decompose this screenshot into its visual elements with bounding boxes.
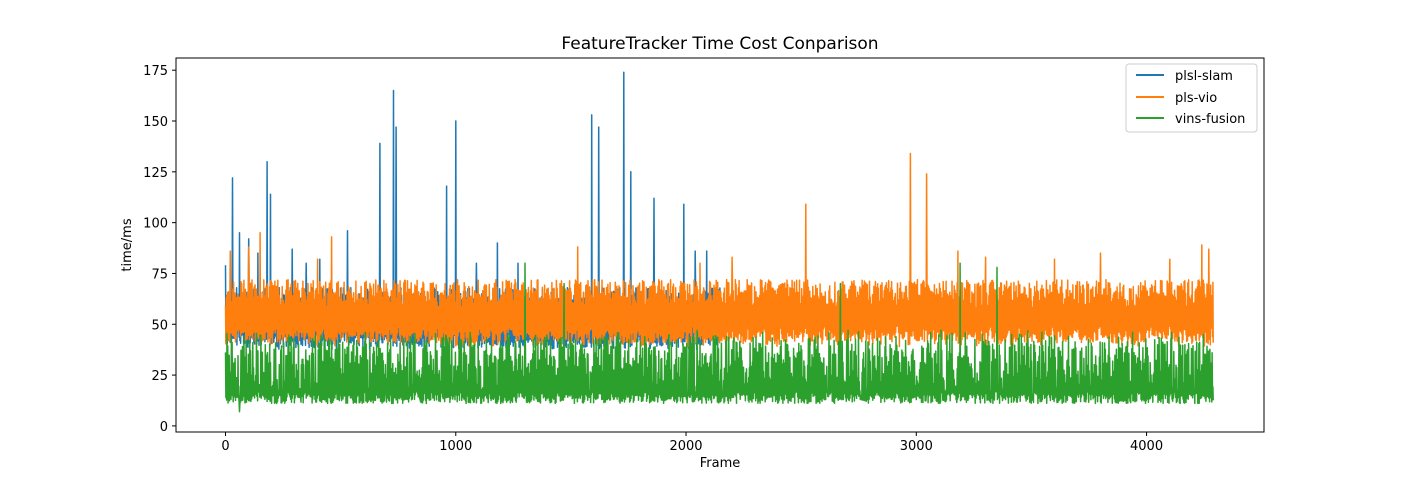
series-line-pls-vio xyxy=(224,152,1214,348)
x-axis-label: Frame xyxy=(700,456,741,471)
x-axis: 0 1000 2000 3000 4000 xyxy=(221,432,1163,454)
x-tick-label: 4000 xyxy=(1130,439,1163,454)
x-tick-label: 2000 xyxy=(669,439,702,454)
y-axis-label: time/ms xyxy=(120,218,135,271)
y-tick-label: 125 xyxy=(143,166,168,181)
series-line-vins-fusion xyxy=(224,262,1214,413)
y-tick-label: 25 xyxy=(151,369,168,384)
y-tick-label: 100 xyxy=(143,217,168,232)
legend-label-plsl-slam: plsl-slam xyxy=(1175,69,1233,84)
y-tick-label: 50 xyxy=(151,318,168,333)
plot-frame xyxy=(175,57,1265,433)
legend-label-vins-fusion: vins-fusion xyxy=(1175,112,1245,127)
x-tick-label: 1000 xyxy=(439,439,472,454)
y-tick-label: 0 xyxy=(160,420,168,435)
legend: plsl-slam pls-vio vins-fusion xyxy=(1125,63,1258,133)
y-tick-label: 150 xyxy=(143,115,168,130)
x-tick-label: 0 xyxy=(221,439,229,454)
y-tick-label: 75 xyxy=(151,267,168,282)
y-axis: 0 25 50 75 100 125 150 175 xyxy=(143,64,176,435)
x-tick-label: 3000 xyxy=(900,439,933,454)
series-layer xyxy=(224,71,1214,413)
chart-title: FeatureTracker Time Cost Conparison xyxy=(561,34,878,54)
legend-box xyxy=(1125,63,1258,133)
legend-label-pls-vio: pls-vio xyxy=(1175,91,1217,106)
y-tick-label: 175 xyxy=(143,64,168,79)
